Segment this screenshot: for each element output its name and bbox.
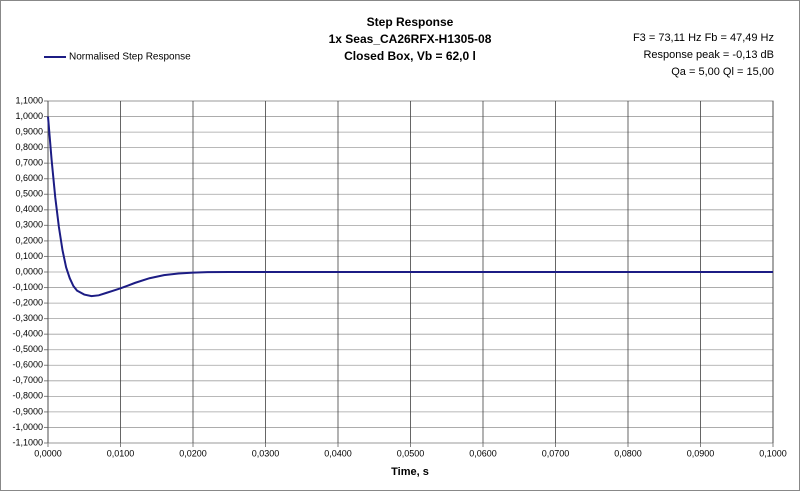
- y-tick-label: -0,4000: [12, 329, 43, 339]
- x-tick-label: 0,0800: [614, 448, 642, 458]
- y-tick-label: -0,5000: [12, 344, 43, 354]
- x-tick-label: 0,0400: [324, 448, 352, 458]
- y-tick-label: -0,8000: [12, 391, 43, 401]
- y-tick-label: 0,3000: [15, 220, 43, 230]
- y-tick-label: 1,1000: [15, 95, 43, 105]
- annotation: F3 = 73,11 Hz Fb = 47,49 Hz: [633, 32, 774, 44]
- y-tick-label: 0,4000: [15, 204, 43, 214]
- y-tick-label: -1,0000: [12, 422, 43, 432]
- y-tick-label: 0,7000: [15, 158, 43, 168]
- y-tick-label: 0,0000: [15, 266, 43, 276]
- y-tick-label: -0,3000: [12, 313, 43, 323]
- x-tick-label: 0,0000: [34, 448, 62, 458]
- y-tick-label: 0,2000: [15, 235, 43, 245]
- x-tick-label: 0,0900: [687, 448, 715, 458]
- x-tick-label: 0,0500: [397, 448, 425, 458]
- annotation: Qa = 5,00 Ql = 15,00: [671, 66, 774, 78]
- y-tick-label: 1,0000: [15, 111, 43, 121]
- x-tick-label: 0,0700: [542, 448, 570, 458]
- legend-label: Normalised Step Response: [69, 52, 191, 63]
- x-tick-label: 0,0300: [252, 448, 280, 458]
- x-tick-label: 0,0200: [179, 448, 207, 458]
- chart-title: Closed Box, Vb = 62,0 l: [344, 49, 476, 63]
- y-tick-label: 0,5000: [15, 189, 43, 199]
- x-tick-label: 0,0100: [107, 448, 135, 458]
- y-tick-label: 0,1000: [15, 251, 43, 261]
- chart-title: Step Response: [367, 15, 454, 29]
- y-tick-label: -1,1000: [12, 437, 43, 447]
- data-line: [47, 116, 773, 298]
- y-tick-label: 0,9000: [15, 126, 43, 136]
- y-tick-label: 0,8000: [15, 142, 43, 152]
- y-tick-label: -0,6000: [12, 360, 43, 370]
- y-tick-label: -0,2000: [12, 297, 43, 307]
- chart-title: 1x Seas_CA26RFX-H1305-08: [329, 32, 492, 46]
- y-tick-label: -0,7000: [12, 375, 43, 385]
- x-tick-label: 0,1000: [759, 448, 787, 458]
- annotation: Response peak = -0,13 dB: [643, 49, 774, 61]
- x-tick-label: 0,0600: [469, 448, 497, 458]
- y-tick-label: -0,9000: [12, 406, 43, 416]
- y-tick-label: 0,6000: [15, 173, 43, 183]
- x-axis-title: Time, s: [391, 466, 429, 478]
- y-tick-label: -0,1000: [12, 282, 43, 292]
